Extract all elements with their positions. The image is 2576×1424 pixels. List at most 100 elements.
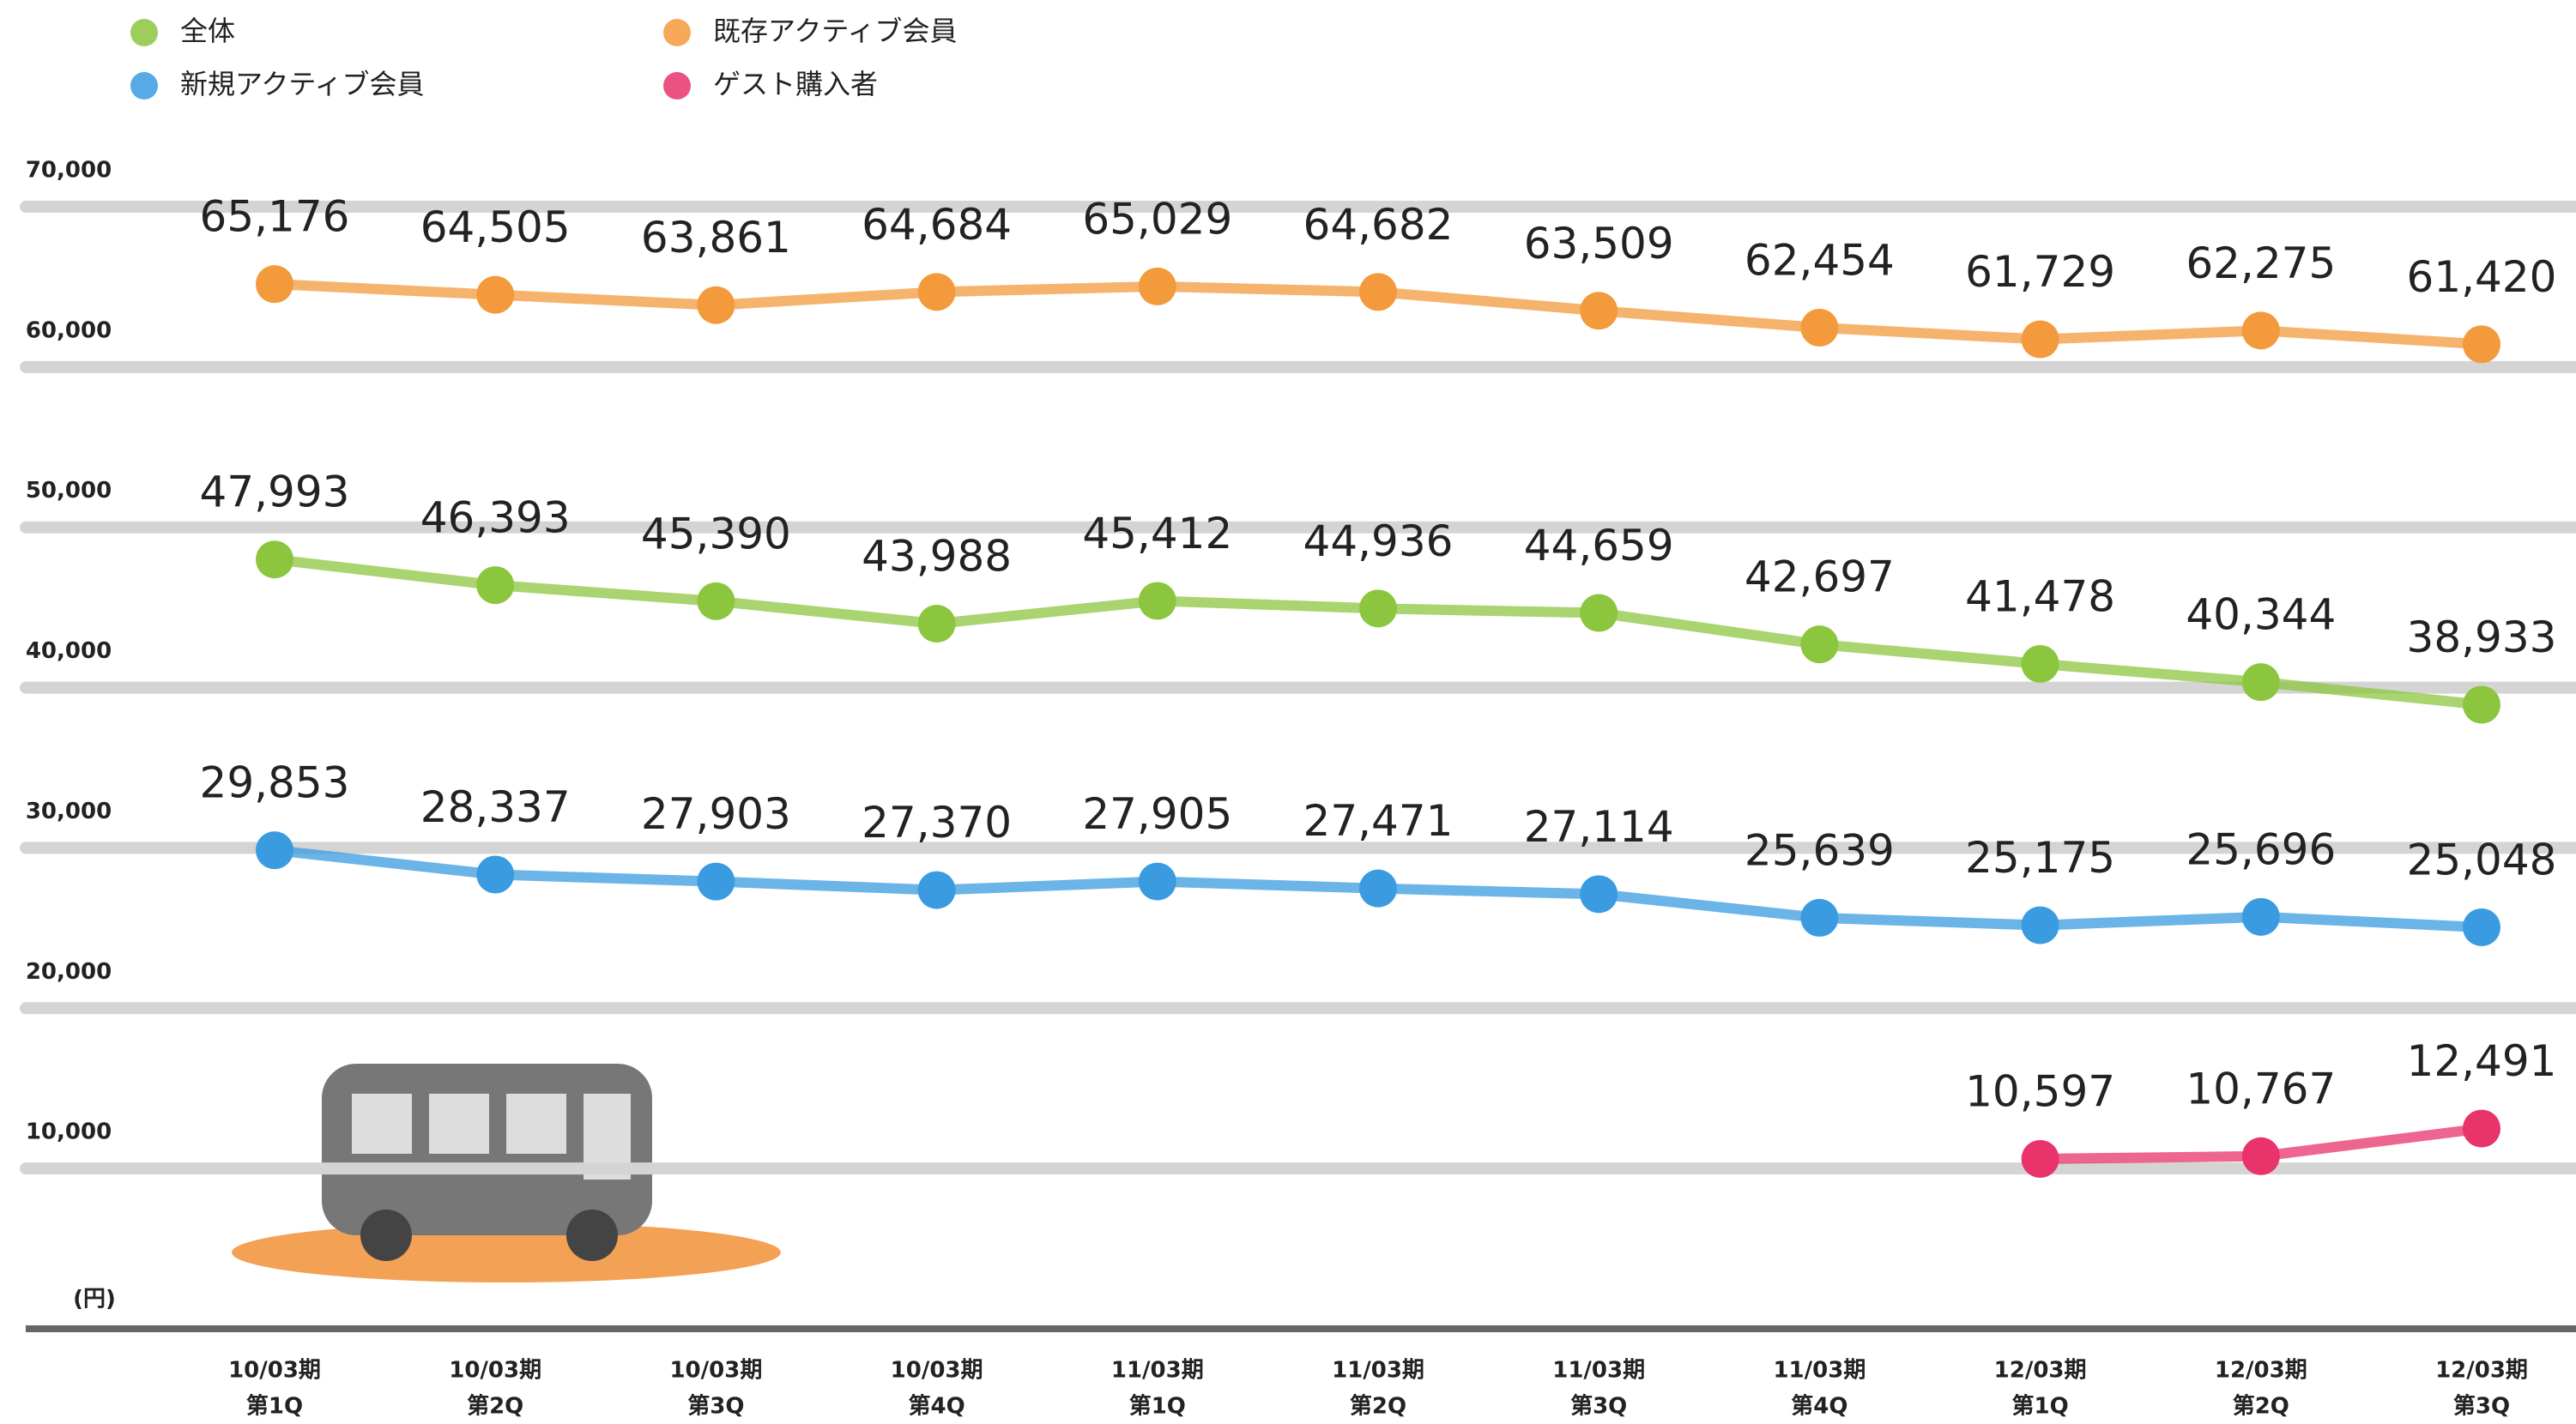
legend-marker bbox=[130, 19, 158, 46]
data-point bbox=[476, 276, 514, 314]
data-label: 62,275 bbox=[2186, 238, 2336, 288]
x-tick-label: 第2Q bbox=[1350, 1393, 1406, 1420]
x-tick-label: 12/03期 bbox=[2435, 1358, 2528, 1384]
data-point bbox=[2463, 1110, 2500, 1148]
data-point bbox=[1139, 863, 1176, 901]
data-point bbox=[1359, 870, 1397, 908]
x-tick-label: 第1Q bbox=[1129, 1393, 1186, 1420]
data-point bbox=[697, 287, 735, 324]
legend-label: 新規アクティブ会員 bbox=[180, 68, 424, 100]
y-axis-label: (円) bbox=[73, 1287, 116, 1312]
y-tick-label: 60,000 bbox=[26, 317, 112, 343]
data-label: 40,344 bbox=[2186, 590, 2336, 640]
legend-marker bbox=[663, 72, 691, 100]
chart: (円) 10,000 20,000 30,000 40,000 50,000 60,000… bbox=[0, 0, 2576, 1424]
data-point bbox=[256, 540, 293, 578]
data-label: 65,176 bbox=[200, 192, 350, 242]
y-tick-label: 50,000 bbox=[26, 478, 112, 504]
data-point bbox=[1580, 594, 1618, 632]
legend-label: 既存アクティブ会員 bbox=[713, 15, 957, 47]
data-label: 25,175 bbox=[1965, 833, 2115, 883]
data-point bbox=[1580, 292, 1618, 329]
data-label: 61,420 bbox=[2407, 252, 2557, 302]
data-label: 27,471 bbox=[1303, 796, 1454, 846]
x-tick-label: 11/03期 bbox=[1773, 1358, 1865, 1384]
x-tick-label: 10/03期 bbox=[669, 1358, 762, 1384]
data-label: 28,337 bbox=[420, 782, 571, 832]
data-point bbox=[1139, 582, 1176, 619]
data-label: 45,390 bbox=[641, 509, 791, 558]
x-tick-label: 12/03期 bbox=[1994, 1358, 2087, 1384]
data-label: 10,767 bbox=[2186, 1064, 2336, 1113]
data-point bbox=[476, 856, 514, 894]
x-tick-label: 10/03期 bbox=[228, 1358, 321, 1384]
y-tick-label: 10,000 bbox=[26, 1119, 112, 1145]
data-point bbox=[256, 265, 293, 303]
page: (円) 10,000 20,000 30,000 40,000 50,000 60,000… bbox=[0, 0, 2576, 1424]
data-label: 65,029 bbox=[1082, 194, 1232, 244]
y-tick-label: 20,000 bbox=[26, 959, 112, 985]
data-label: 44,936 bbox=[1303, 516, 1454, 566]
data-point bbox=[2022, 1140, 2059, 1178]
y-tick-label: 30,000 bbox=[26, 799, 112, 824]
data-label: 45,412 bbox=[1082, 509, 1232, 558]
x-tick-label: 11/03期 bbox=[1111, 1358, 1204, 1384]
data-point bbox=[918, 872, 956, 909]
data-point bbox=[1800, 625, 1838, 663]
data-point bbox=[1139, 268, 1176, 305]
x-tick-label: 第1Q bbox=[246, 1393, 303, 1420]
x-tick-label: 第2Q bbox=[2233, 1393, 2289, 1420]
data-point bbox=[2022, 321, 2059, 359]
data-point bbox=[1800, 899, 1838, 937]
data-label: 47,993 bbox=[200, 468, 350, 517]
data-label: 29,853 bbox=[200, 758, 350, 808]
y-tick-label: 70,000 bbox=[26, 158, 112, 184]
data-point bbox=[918, 605, 956, 643]
x-tick-label: 12/03期 bbox=[2215, 1358, 2307, 1384]
data-point bbox=[2242, 663, 2280, 701]
data-label: 12,491 bbox=[2407, 1036, 2557, 1086]
legend-label: ゲスト購入者 bbox=[713, 68, 878, 100]
data-label: 46,393 bbox=[420, 493, 571, 543]
data-point bbox=[697, 863, 735, 901]
data-label: 27,905 bbox=[1082, 789, 1232, 839]
legend-label: 全体 bbox=[180, 15, 235, 47]
data-label: 64,682 bbox=[1303, 200, 1454, 250]
data-label: 44,659 bbox=[1524, 521, 1674, 570]
data-label: 41,478 bbox=[1965, 571, 2115, 621]
data-point bbox=[2022, 645, 2059, 683]
data-label: 62,454 bbox=[1745, 236, 1895, 286]
data-label: 43,988 bbox=[862, 532, 1012, 582]
data-point bbox=[1800, 309, 1838, 347]
data-label: 61,729 bbox=[1965, 247, 2115, 297]
x-tick-label: 第1Q bbox=[2011, 1393, 2068, 1420]
x-tick-label: 第3Q bbox=[1570, 1393, 1627, 1420]
data-label: 38,933 bbox=[2407, 612, 2557, 662]
x-tick-label: 10/03期 bbox=[891, 1358, 983, 1384]
legend-marker bbox=[130, 72, 158, 100]
x-tick-label: 第3Q bbox=[687, 1393, 744, 1420]
data-point bbox=[2242, 1137, 2280, 1175]
y-tick-label: 40,000 bbox=[26, 638, 112, 664]
data-point bbox=[476, 566, 514, 604]
data-point bbox=[1359, 589, 1397, 627]
data-point bbox=[2022, 907, 2059, 944]
data-label: 42,697 bbox=[1745, 552, 1895, 602]
x-tick-label: 11/03期 bbox=[1332, 1358, 1424, 1384]
data-point bbox=[2242, 898, 2280, 936]
data-label: 27,370 bbox=[862, 798, 1012, 848]
data-point bbox=[256, 831, 293, 869]
data-point bbox=[2242, 311, 2280, 349]
data-label: 27,114 bbox=[1524, 802, 1674, 852]
data-point bbox=[2463, 325, 2500, 363]
x-tick-label: 10/03期 bbox=[449, 1358, 541, 1384]
data-point bbox=[697, 582, 735, 620]
data-label: 64,505 bbox=[420, 202, 571, 252]
data-point bbox=[1580, 875, 1618, 913]
data-point bbox=[2463, 686, 2500, 724]
data-point bbox=[2463, 908, 2500, 946]
data-label: 25,639 bbox=[1745, 825, 1895, 875]
x-tick-label: 11/03期 bbox=[1552, 1358, 1645, 1384]
x-tick-label: 第3Q bbox=[2453, 1393, 2510, 1420]
x-tick-label: 第4Q bbox=[908, 1393, 964, 1420]
